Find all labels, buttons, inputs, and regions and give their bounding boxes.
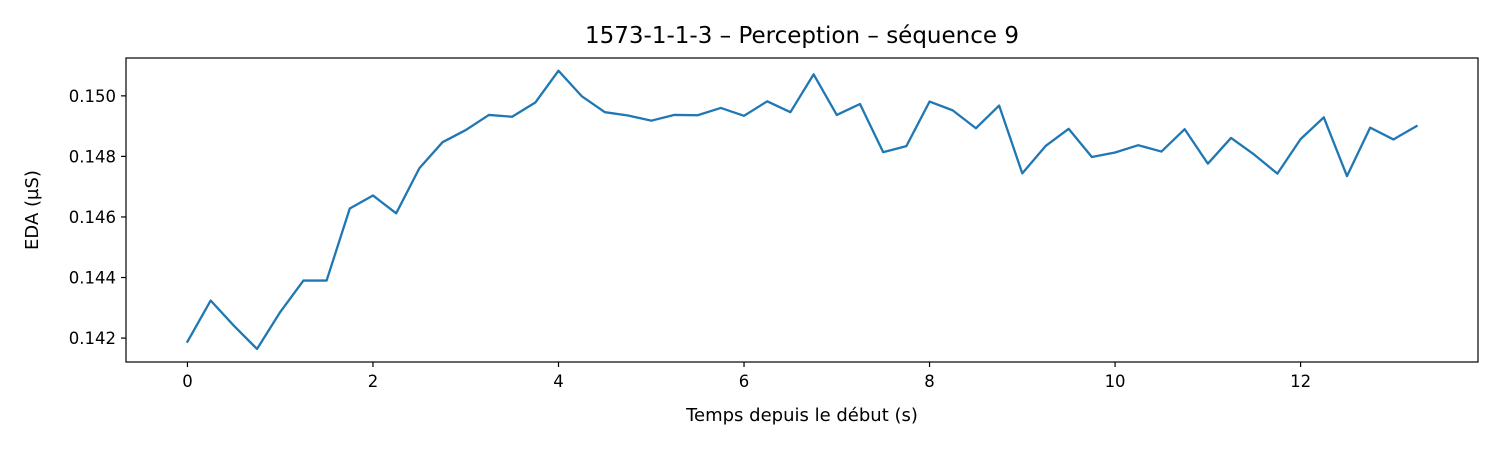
y-tick-label-3: 0.148 [69,147,116,166]
series-line-0 [185,69,1419,351]
x-tick-label-8: 8 [924,372,935,391]
y-axis-label: EDA (µS) [22,170,43,250]
x-tick-label-6: 6 [739,372,750,391]
x-tick-label-12: 12 [1290,372,1311,391]
y-tick-label-4: 0.150 [69,87,116,106]
y-tick-label-2: 0.146 [69,208,116,227]
x-tick-label-4: 4 [553,372,564,391]
x-axis-label: Temps depuis le début (s) [685,405,918,426]
x-tick-label-2: 2 [368,372,379,391]
y-tick-label-1: 0.144 [69,269,116,288]
chart-title: 1573-1-1-3 – Perception – séquence 9 [585,23,1019,49]
plot-area: 0 2 4 6 8 10 12 0.142 0.144 0.146 0.148 0.150 [69,57,1479,391]
axes-frame [125,57,1479,363]
y-tick-label-0: 0.142 [69,329,116,348]
x-tick-label-0: 0 [182,372,193,391]
x-tick-label-10: 10 [1105,372,1126,391]
